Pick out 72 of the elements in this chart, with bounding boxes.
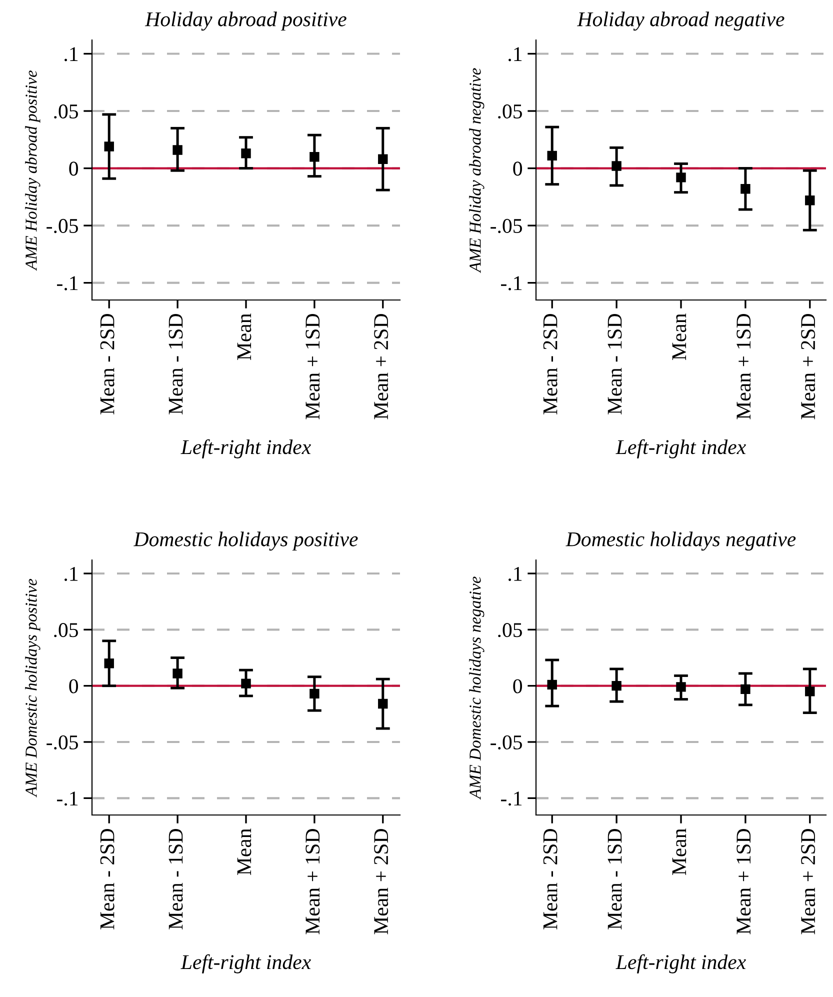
chart-title: Holiday abroad positive: [144, 12, 346, 31]
y-tick-label: -.05: [46, 218, 78, 234]
y-tick-label: .1: [508, 566, 522, 582]
x-tick-label: Mean - 1SD: [168, 314, 183, 414]
y-axis-title: AME Holiday abroad negative: [469, 68, 484, 274]
y-tick-label: -.1: [57, 792, 78, 806]
y-tick-label: -.05: [490, 735, 522, 750]
point: [805, 686, 815, 696]
point: [310, 688, 320, 699]
y-axis-title: AME Holiday abroad positive: [25, 70, 40, 271]
y-tick-label: .1: [64, 566, 78, 582]
point: [547, 150, 557, 161]
chart-title: Holiday abroad negative: [577, 12, 784, 31]
x-tick-label: Mean: [237, 314, 252, 360]
x-tick-label: Mean - 2SD: [543, 314, 558, 414]
point: [241, 678, 251, 688]
y-tick-label: 0: [69, 162, 78, 176]
x-tick-label: Mean + 2SD: [374, 314, 388, 420]
x-tick-label: Mean: [672, 314, 686, 360]
x-axis-title: Left-right index: [616, 954, 746, 974]
x-tick-label: Mean + 2SD: [801, 314, 816, 420]
y-tick-label: .1: [64, 47, 78, 62]
y-tick-label: .05: [54, 104, 78, 119]
y-tick-label: -.1: [57, 276, 78, 290]
y-tick-label: -.05: [490, 218, 522, 234]
point: [740, 184, 750, 194]
x-tick-label: Mean - 2SD: [543, 829, 558, 930]
x-tick-label: Mean + 2SD: [374, 829, 388, 934]
point: [172, 668, 182, 678]
x-tick-label: Mean + 1SD: [736, 829, 751, 934]
point: [310, 152, 320, 162]
y-tick-label: .1: [508, 47, 522, 62]
x-tick-label: Mean - 1SD: [608, 829, 622, 930]
x-tick-label: Mean - 2SD: [100, 829, 114, 930]
x-tick-label: Mean: [237, 828, 252, 876]
point: [676, 682, 686, 692]
x-tick-label: Mean + 1SD: [736, 314, 751, 420]
x-tick-label: Mean - 1SD: [168, 829, 183, 930]
point: [612, 161, 622, 171]
x-axis-title: Left-right index: [616, 439, 746, 458]
point: [378, 154, 388, 164]
y-tick-label: .05: [54, 623, 78, 638]
x-tick-label: Mean + 2SD: [801, 829, 816, 934]
y-axis-title: AME Domestic holidays negative: [469, 576, 484, 800]
y-tick-label: 0: [69, 679, 78, 694]
y-tick-label: .05: [498, 104, 522, 119]
point: [104, 658, 114, 668]
x-axis-title: Left-right index: [180, 954, 311, 974]
y-tick-label: 0: [513, 679, 522, 694]
y-tick-label: -.05: [46, 735, 78, 750]
y-tick-label: .05: [498, 623, 522, 638]
x-tick-label: Mean - 1SD: [608, 314, 622, 414]
chart-title: Domestic holidays negative: [566, 532, 796, 551]
y-tick-label: -.1: [501, 276, 522, 290]
point: [547, 680, 557, 690]
point: [676, 172, 686, 182]
chart-title: Domestic holidays positive: [134, 532, 358, 551]
point: [104, 142, 114, 152]
point: [740, 684, 750, 694]
y-tick-label: -.1: [501, 792, 522, 806]
point: [612, 680, 622, 691]
y-axis-title: AME Domestic holidays positive: [25, 578, 40, 798]
x-axis-title: Left-right index: [180, 439, 311, 458]
x-tick-label: Mean - 2SD: [100, 314, 114, 414]
point: [241, 148, 251, 158]
x-tick-label: Mean + 1SD: [306, 829, 320, 934]
point: [172, 145, 182, 155]
x-tick-label: Mean: [672, 828, 686, 876]
point: [378, 698, 388, 709]
x-tick-label: Mean + 1SD: [306, 314, 320, 420]
point: [805, 195, 815, 206]
y-tick-label: 0: [513, 162, 522, 176]
